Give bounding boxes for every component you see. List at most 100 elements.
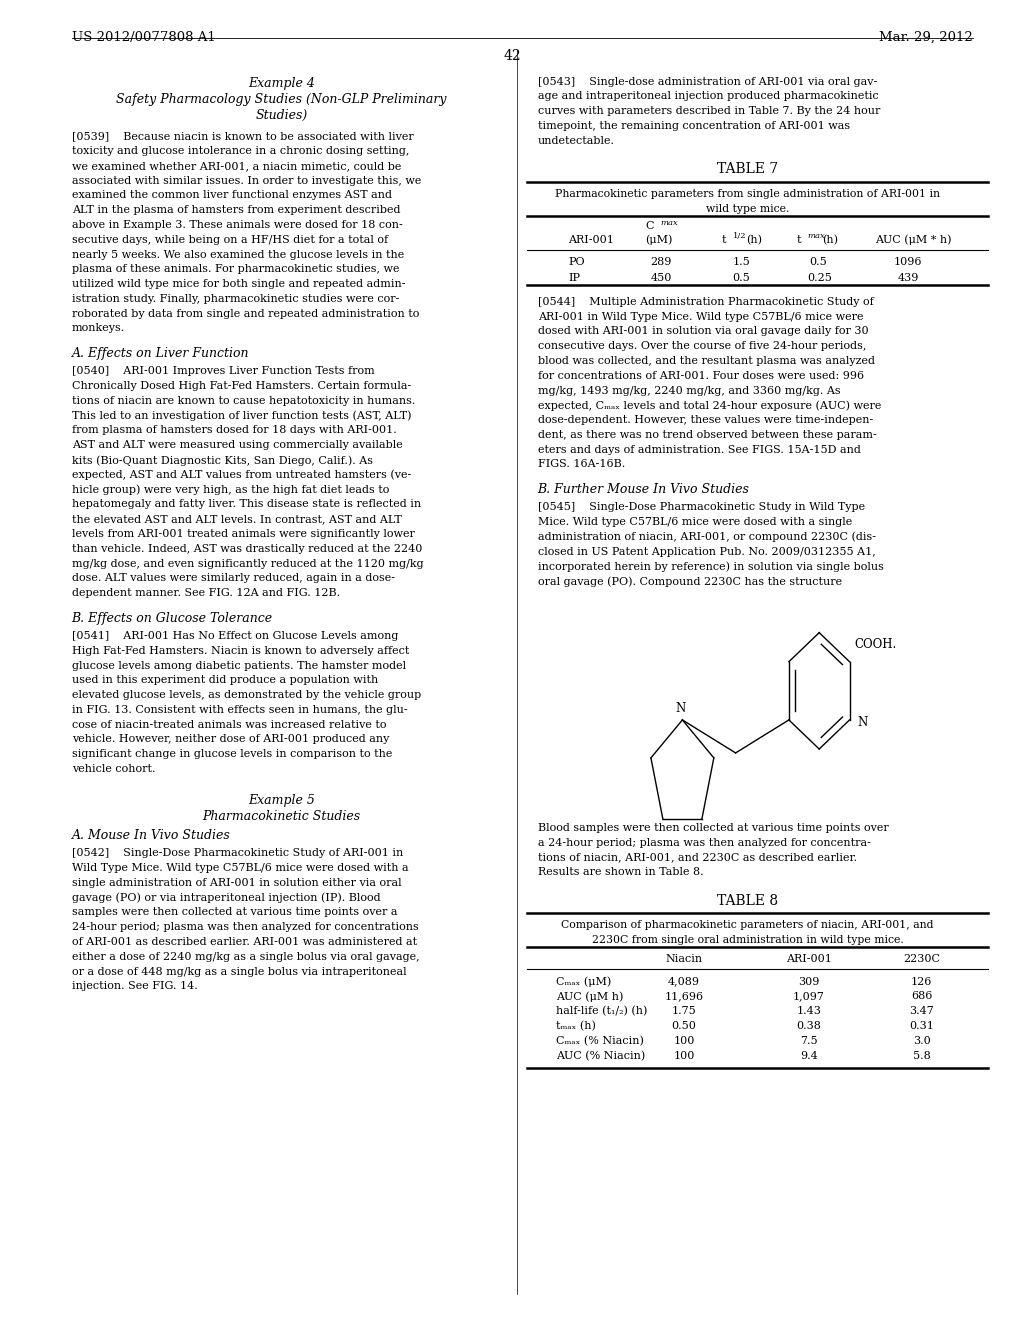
Text: vehicle. However, neither dose of ARI-001 produced any: vehicle. However, neither dose of ARI-00…: [72, 734, 389, 744]
Text: tions of niacin, ARI-001, and 2230C as described earlier.: tions of niacin, ARI-001, and 2230C as d…: [538, 853, 857, 862]
Text: 0.50: 0.50: [672, 1020, 696, 1031]
Text: 0.31: 0.31: [909, 1020, 934, 1031]
Text: [0543]    Single-dose administration of ARI-001 via oral gav-: [0543] Single-dose administration of ARI…: [538, 77, 877, 87]
Text: kits (Bio-Quant Diagnostic Kits, San Diego, Calif.). As: kits (Bio-Quant Diagnostic Kits, San Die…: [72, 455, 373, 466]
Text: hepatomegaly and fatty liver. This disease state is reflected in: hepatomegaly and fatty liver. This disea…: [72, 499, 421, 510]
Text: in FIG. 13. Consistent with effects seen in humans, the glu-: in FIG. 13. Consistent with effects seen…: [72, 705, 408, 715]
Text: PO: PO: [568, 257, 585, 267]
Text: blood was collected, and the resultant plasma was analyzed: blood was collected, and the resultant p…: [538, 356, 874, 366]
Text: 0.5: 0.5: [809, 257, 826, 267]
Text: 3.47: 3.47: [909, 1006, 934, 1016]
Text: 0.25: 0.25: [807, 273, 831, 284]
Text: tₘₐₓ (h): tₘₐₓ (h): [556, 1020, 596, 1031]
Text: examined the common liver functional enzymes AST and: examined the common liver functional enz…: [72, 190, 391, 201]
Text: of ARI-001 as described earlier. ARI-001 was administered at: of ARI-001 as described earlier. ARI-001…: [72, 937, 417, 946]
Text: ARI-001: ARI-001: [568, 235, 614, 244]
Text: 5.8: 5.8: [912, 1051, 931, 1060]
Text: closed in US Patent Application Pub. No. 2009/0312355 A1,: closed in US Patent Application Pub. No.…: [538, 546, 876, 557]
Text: undetectable.: undetectable.: [538, 136, 614, 145]
Text: Safety Pharmacology Studies (Non-GLP Preliminary: Safety Pharmacology Studies (Non-GLP Pre…: [117, 92, 446, 106]
Text: associated with similar issues. In order to investigate this, we: associated with similar issues. In order…: [72, 176, 421, 186]
Text: istration study. Finally, pharmacokinetic studies were cor-: istration study. Finally, pharmacokineti…: [72, 294, 399, 304]
Text: max: max: [660, 219, 678, 227]
Text: Wild Type Mice. Wild type C57BL/6 mice were dosed with a: Wild Type Mice. Wild type C57BL/6 mice w…: [72, 863, 409, 873]
Text: [0544]    Multiple Administration Pharmacokinetic Study of: [0544] Multiple Administration Pharmacok…: [538, 297, 873, 306]
Text: max: max: [807, 232, 824, 240]
Text: elevated glucose levels, as demonstrated by the vehicle group: elevated glucose levels, as demonstrated…: [72, 690, 421, 700]
Text: Example 5: Example 5: [248, 793, 315, 807]
Text: 0.5: 0.5: [732, 273, 750, 284]
Text: TABLE 7: TABLE 7: [717, 162, 778, 177]
Text: Pharmacokinetic Studies: Pharmacokinetic Studies: [203, 810, 360, 822]
Text: glucose levels among diabetic patients. The hamster model: glucose levels among diabetic patients. …: [72, 660, 406, 671]
Text: samples were then collected at various time points over a: samples were then collected at various t…: [72, 907, 397, 917]
Text: AUC (μM h): AUC (μM h): [556, 991, 624, 1002]
Text: Comparison of pharmacokinetic parameters of niacin, ARI-001, and: Comparison of pharmacokinetic parameters…: [561, 920, 934, 931]
Text: significant change in glucose levels in comparison to the: significant change in glucose levels in …: [72, 750, 392, 759]
Text: consecutive days. Over the course of five 24-hour periods,: consecutive days. Over the course of fiv…: [538, 341, 866, 351]
Text: 11,696: 11,696: [665, 991, 703, 1002]
Text: cose of niacin-treated animals was increased relative to: cose of niacin-treated animals was incre…: [72, 719, 386, 730]
Text: 7.5: 7.5: [800, 1036, 818, 1045]
Text: 126: 126: [911, 977, 932, 986]
Text: a 24-hour period; plasma was then analyzed for concentra-: a 24-hour period; plasma was then analyz…: [538, 838, 870, 847]
Text: Mar. 29, 2012: Mar. 29, 2012: [879, 30, 973, 44]
Text: or a dose of 448 mg/kg as a single bolus via intraperitoneal: or a dose of 448 mg/kg as a single bolus…: [72, 966, 407, 977]
Text: Example 4: Example 4: [248, 77, 315, 90]
Text: COOH.: COOH.: [855, 638, 897, 651]
Text: AUC (μM * h): AUC (μM * h): [876, 235, 952, 246]
Text: 4,089: 4,089: [668, 977, 700, 986]
Text: monkeys.: monkeys.: [72, 323, 125, 334]
Text: injection. See FIG. 14.: injection. See FIG. 14.: [72, 981, 198, 991]
Text: t: t: [797, 235, 801, 244]
Text: age and intraperitoneal injection produced pharmacokinetic: age and intraperitoneal injection produc…: [538, 91, 879, 102]
Text: oral gavage (PO). Compound 2230C has the structure: oral gavage (PO). Compound 2230C has the…: [538, 577, 842, 587]
Text: 100: 100: [674, 1036, 694, 1045]
Text: FIGS. 16A-16B.: FIGS. 16A-16B.: [538, 459, 625, 470]
Text: US 2012/0077808 A1: US 2012/0077808 A1: [72, 30, 215, 44]
Text: 1/2: 1/2: [733, 232, 746, 240]
Text: for concentrations of ARI-001. Four doses were used: 996: for concentrations of ARI-001. Four dose…: [538, 371, 863, 380]
Text: the elevated AST and ALT levels. In contrast, AST and ALT: the elevated AST and ALT levels. In cont…: [72, 515, 401, 524]
Text: [0542]    Single-Dose Pharmacokinetic Study of ARI-001 in: [0542] Single-Dose Pharmacokinetic Study…: [72, 849, 402, 858]
Text: [0540]    ARI-001 Improves Liver Function Tests from: [0540] ARI-001 Improves Liver Function T…: [72, 367, 375, 376]
Text: either a dose of 2240 mg/kg as a single bolus via oral gavage,: either a dose of 2240 mg/kg as a single …: [72, 952, 419, 962]
Text: hicle group) were very high, as the high fat diet leads to: hicle group) were very high, as the high…: [72, 484, 389, 495]
Text: 309: 309: [799, 977, 819, 986]
Text: tions of niacin are known to cause hepatotoxicity in humans.: tions of niacin are known to cause hepat…: [72, 396, 415, 405]
Text: used in this experiment did produce a population with: used in this experiment did produce a po…: [72, 676, 378, 685]
Text: Pharmacokinetic parameters from single administration of ARI-001 in: Pharmacokinetic parameters from single a…: [555, 189, 940, 199]
Text: 450: 450: [650, 273, 672, 284]
Text: we examined whether ARI-001, a niacin mimetic, could be: we examined whether ARI-001, a niacin mi…: [72, 161, 401, 170]
Text: dose. ALT values were similarly reduced, again in a dose-: dose. ALT values were similarly reduced,…: [72, 573, 394, 583]
Text: expected, Cₘₐₓ levels and total 24-hour exposure (AUC) were: expected, Cₘₐₓ levels and total 24-hour …: [538, 400, 881, 411]
Text: TABLE 8: TABLE 8: [717, 894, 778, 908]
Text: 9.4: 9.4: [800, 1051, 818, 1060]
Text: (μM): (μM): [645, 235, 673, 246]
Text: 686: 686: [911, 991, 932, 1002]
Text: dosed with ARI-001 in solution via oral gavage daily for 30: dosed with ARI-001 in solution via oral …: [538, 326, 868, 337]
Text: C: C: [645, 222, 653, 231]
Text: mg/kg dose, and even significantly reduced at the 1120 mg/kg: mg/kg dose, and even significantly reduc…: [72, 558, 423, 569]
Text: gavage (PO) or via intraperitoneal injection (IP). Blood: gavage (PO) or via intraperitoneal injec…: [72, 892, 380, 903]
Text: Niacin: Niacin: [666, 954, 702, 965]
Text: Cₘₐₓ (μM): Cₘₐₓ (μM): [556, 977, 611, 987]
Text: 1.75: 1.75: [672, 1006, 696, 1016]
Text: incorporated herein by reference) in solution via single bolus: incorporated herein by reference) in sol…: [538, 561, 884, 572]
Text: half-life (t₁/₂) (h): half-life (t₁/₂) (h): [556, 1006, 647, 1016]
Text: 24-hour period; plasma was then analyzed for concentrations: 24-hour period; plasma was then analyzed…: [72, 923, 419, 932]
Text: 289: 289: [650, 257, 672, 267]
Text: B. Effects on Glucose Tolerance: B. Effects on Glucose Tolerance: [72, 611, 272, 624]
Text: Results are shown in Table 8.: Results are shown in Table 8.: [538, 867, 703, 878]
Text: than vehicle. Indeed, AST was drastically reduced at the 2240: than vehicle. Indeed, AST was drasticall…: [72, 544, 422, 553]
Text: 100: 100: [674, 1051, 694, 1060]
Text: [0541]    ARI-001 Has No Effect on Glucose Levels among: [0541] ARI-001 Has No Effect on Glucose …: [72, 631, 398, 642]
Text: dose-dependent. However, these values were time-indepen-: dose-dependent. However, these values we…: [538, 414, 872, 425]
Text: curves with parameters described in Table 7. By the 24 hour: curves with parameters described in Tabl…: [538, 106, 880, 116]
Text: ALT in the plasma of hamsters from experiment described: ALT in the plasma of hamsters from exper…: [72, 205, 400, 215]
Text: nearly 5 weeks. We also examined the glucose levels in the: nearly 5 weeks. We also examined the glu…: [72, 249, 403, 260]
Text: 0.38: 0.38: [797, 1020, 821, 1031]
Text: 3.0: 3.0: [912, 1036, 931, 1045]
Text: A. Mouse In Vivo Studies: A. Mouse In Vivo Studies: [72, 829, 230, 842]
Text: B. Further Mouse In Vivo Studies: B. Further Mouse In Vivo Studies: [538, 483, 750, 496]
